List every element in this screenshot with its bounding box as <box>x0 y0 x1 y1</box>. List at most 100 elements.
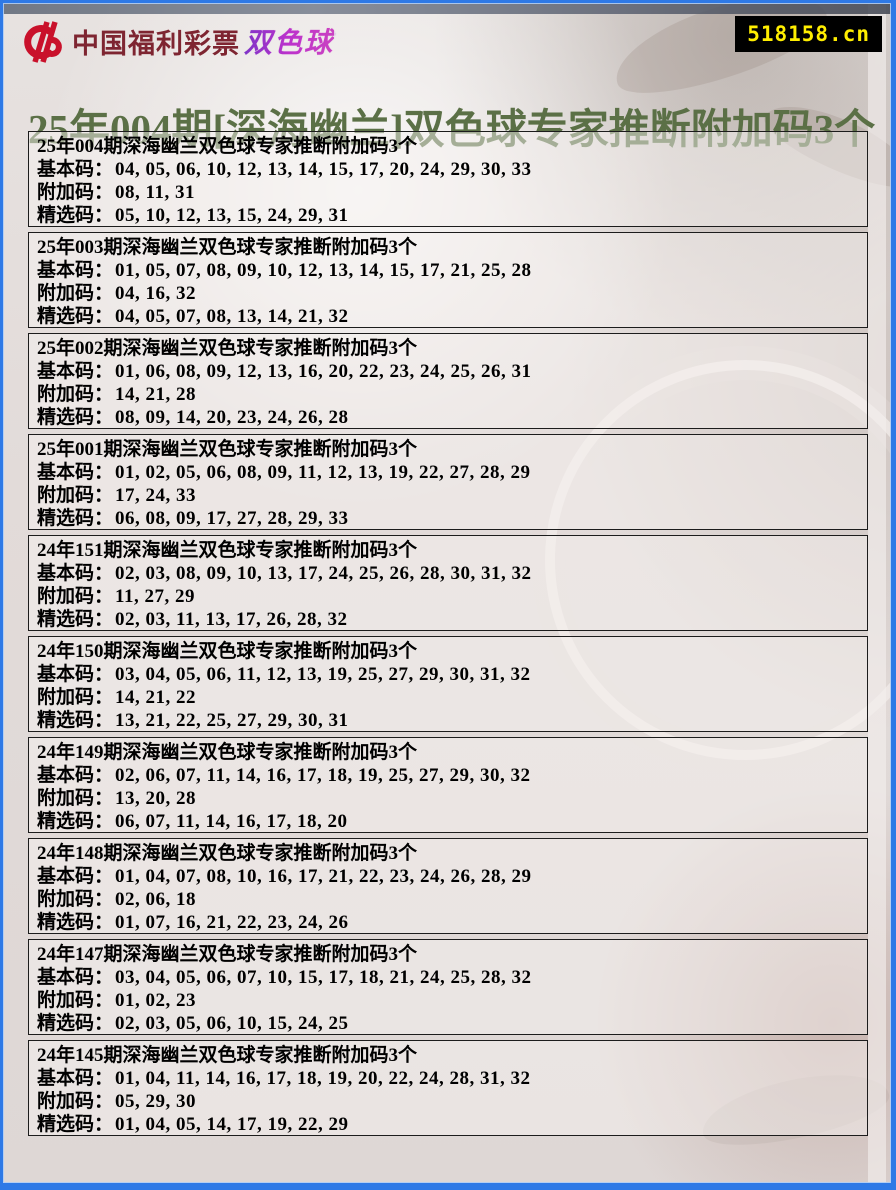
basic-label: 基本码： <box>37 866 114 887</box>
prediction-block: 25年002期深海幽兰双色球专家推断附加码3个 基本码： 01, 06, 08, 0… <box>28 333 868 429</box>
basic-numbers: 01, 04, 11, 14, 16, 17, 18, 19, 20, 22, … <box>115 1068 531 1089</box>
entry-title: 25年004期深海幽兰双色球专家推断附加码3个 <box>37 136 418 157</box>
entry-title: 24年151期深海幽兰双色球专家推断附加码3个 <box>37 540 418 561</box>
addon-label: 附加码： <box>37 384 114 405</box>
entry-addon-line: 附加码： 01, 02, 23 <box>37 989 859 1012</box>
entry-basic-line: 基本码： 01, 05, 07, 08, 09, 10, 12, 13, 14, … <box>37 259 859 282</box>
selected-line: 精选码： 06, 07, 11, 14, 16, 17, 18, 20 <box>37 810 859 832</box>
addon-numbers: 08, 11, 31 <box>115 182 195 203</box>
entry-title: 24年145期深海幽兰双色球专家推断附加码3个 <box>37 1045 418 1066</box>
addon-numbers: 05, 29, 30 <box>115 1091 197 1112</box>
entry-basic-line: 基本码： 01, 04, 11, 14, 16, 17, 18, 19, 20, … <box>37 1067 859 1090</box>
selected-numbers: 08, 09, 14, 20, 23, 24, 26, 28 <box>115 407 349 428</box>
basic-numbers: 03, 04, 05, 06, 11, 12, 13, 19, 25, 27, … <box>115 664 531 685</box>
basic-label: 基本码： <box>37 260 114 281</box>
header: 中国福利彩票 双色球 518158.cn <box>18 14 882 68</box>
selected-line: 精选码： 13, 21, 22, 25, 27, 29, 30, 31 <box>37 709 859 731</box>
prediction-block: 24年147期深海幽兰双色球专家推断附加码3个 基本码： 03, 04, 05, 0… <box>28 939 868 1035</box>
basic-numbers: 04, 05, 06, 10, 12, 13, 14, 15, 17, 20, … <box>115 159 532 180</box>
selected-label: 精选码： <box>37 710 114 731</box>
entry-basic-line: 基本码： 03, 04, 05, 06, 11, 12, 13, 19, 25, … <box>37 663 859 686</box>
china-welfare-lottery-logo-icon <box>18 18 64 64</box>
selected-line: 精选码： 01, 04, 05, 14, 17, 19, 22, 29 <box>37 1113 859 1135</box>
entry-addon-line: 附加码： 08, 11, 31 <box>37 181 859 204</box>
selected-numbers: 01, 07, 16, 21, 22, 23, 24, 26 <box>115 912 349 933</box>
prediction-block: 25年003期深海幽兰双色球专家推断附加码3个 基本码： 01, 05, 07, 0… <box>28 232 868 328</box>
entry-title: 25年002期深海幽兰双色球专家推断附加码3个 <box>37 338 418 359</box>
entry-basic-line: 基本码： 02, 03, 08, 09, 10, 13, 17, 24, 25, … <box>37 562 859 585</box>
selected-label: 精选码： <box>37 306 114 327</box>
entry-title: 24年149期深海幽兰双色球专家推断附加码3个 <box>37 742 418 763</box>
selected-line: 精选码： 02, 03, 05, 06, 10, 15, 24, 25 <box>37 1012 859 1034</box>
selected-numbers: 02, 03, 11, 13, 17, 26, 28, 32 <box>115 609 348 630</box>
prediction-block: 25年004期深海幽兰双色球专家推断附加码3个 基本码： 04, 05, 06, 1… <box>28 131 868 227</box>
selected-numbers: 02, 03, 05, 06, 10, 15, 24, 25 <box>115 1013 349 1034</box>
basic-numbers: 01, 02, 05, 06, 08, 09, 11, 12, 13, 19, … <box>115 462 531 483</box>
selected-label: 精选码： <box>37 1013 114 1034</box>
top-dark-band <box>3 3 891 14</box>
entries: 25年004期深海幽兰双色球专家推断附加码3个 基本码： 04, 05, 06, 1… <box>28 131 868 1141</box>
selected-line: 精选码： 02, 03, 11, 13, 17, 26, 28, 32 <box>37 608 859 630</box>
addon-numbers: 04, 16, 32 <box>115 283 197 304</box>
entry-addon-line: 附加码： 05, 29, 30 <box>37 1090 859 1113</box>
selected-line: 精选码： 06, 08, 09, 17, 27, 28, 29, 33 <box>37 507 859 529</box>
addon-label: 附加码： <box>37 182 114 203</box>
selected-numbers: 13, 21, 22, 25, 27, 29, 30, 31 <box>115 710 349 731</box>
addon-label: 附加码： <box>37 1091 114 1112</box>
entry-title: 24年150期深海幽兰双色球专家推断附加码3个 <box>37 641 418 662</box>
entry-title: 24年147期深海幽兰双色球专家推断附加码3个 <box>37 944 418 965</box>
entry-basic-line: 基本码： 02, 06, 07, 11, 14, 16, 17, 18, 19, … <box>37 764 859 787</box>
basic-label: 基本码： <box>37 563 114 584</box>
prediction-block: 25年001期深海幽兰双色球专家推断附加码3个 基本码： 01, 02, 05, 0… <box>28 434 868 530</box>
entry-title: 25年001期深海幽兰双色球专家推断附加码3个 <box>37 439 418 460</box>
addon-label: 附加码： <box>37 485 114 506</box>
prediction-block: 24年151期深海幽兰双色球专家推断附加码3个 基本码： 02, 03, 08, 0… <box>28 535 868 631</box>
prediction-block: 24年148期深海幽兰双色球专家推断附加码3个 基本码： 01, 04, 07, 0… <box>28 838 868 934</box>
basic-numbers: 02, 06, 07, 11, 14, 16, 17, 18, 19, 25, … <box>115 765 531 786</box>
basic-numbers: 01, 06, 08, 09, 12, 13, 16, 20, 22, 23, … <box>115 361 532 382</box>
addon-label: 附加码： <box>37 990 114 1011</box>
selected-label: 精选码： <box>37 205 114 226</box>
basic-numbers: 02, 03, 08, 09, 10, 13, 17, 24, 25, 26, … <box>115 563 532 584</box>
basic-numbers: 03, 04, 05, 06, 07, 10, 15, 17, 18, 21, … <box>115 967 532 988</box>
basic-label: 基本码： <box>37 159 114 180</box>
selected-label: 精选码： <box>37 407 114 428</box>
prediction-block: 24年150期深海幽兰双色球专家推断附加码3个 基本码： 03, 04, 05, 0… <box>28 636 868 732</box>
selected-numbers: 05, 10, 12, 13, 15, 24, 29, 31 <box>115 205 349 226</box>
entry-basic-line: 基本码： 01, 06, 08, 09, 12, 13, 16, 20, 22, … <box>37 360 859 383</box>
entry-addon-line: 附加码： 02, 06, 18 <box>37 888 859 911</box>
entry-basic-line: 基本码： 03, 04, 05, 06, 07, 10, 15, 17, 18, … <box>37 966 859 989</box>
addon-numbers: 13, 20, 28 <box>115 788 197 809</box>
selected-numbers: 01, 04, 05, 14, 17, 19, 22, 29 <box>115 1114 349 1135</box>
logo-text: 中国福利彩票 <box>72 28 240 59</box>
addon-numbers: 11, 27, 29 <box>115 586 195 607</box>
entry-basic-line: 基本码： 04, 05, 06, 10, 12, 13, 14, 15, 17, … <box>37 158 859 181</box>
selected-line: 精选码： 05, 10, 12, 13, 15, 24, 29, 31 <box>37 204 859 226</box>
selected-label: 精选码： <box>37 609 114 630</box>
entry-title: 25年003期深海幽兰双色球专家推断附加码3个 <box>37 237 418 258</box>
addon-label: 附加码： <box>37 586 114 607</box>
addon-label: 附加码： <box>37 687 114 708</box>
selected-numbers: 06, 08, 09, 17, 27, 28, 29, 33 <box>115 508 349 529</box>
entry-addon-line: 附加码： 14, 21, 22 <box>37 686 859 709</box>
basic-label: 基本码： <box>37 664 114 685</box>
basic-label: 基本码： <box>37 462 114 483</box>
selected-label: 精选码： <box>37 508 114 529</box>
entry-basic-line: 基本码： 01, 04, 07, 08, 10, 16, 17, 21, 22, … <box>37 865 859 888</box>
selected-numbers: 06, 07, 11, 14, 16, 17, 18, 20 <box>115 811 348 832</box>
entry-addon-line: 附加码： 17, 24, 33 <box>37 484 859 507</box>
selected-label: 精选码： <box>37 1114 114 1135</box>
circle-ornament <box>545 360 896 760</box>
basic-numbers: 01, 05, 07, 08, 09, 10, 12, 13, 14, 15, … <box>115 260 532 281</box>
page-title: 25年004期[深海幽兰]双色球专家推断附加码3个 <box>28 106 876 153</box>
addon-label: 附加码： <box>37 283 114 304</box>
addon-numbers: 14, 21, 22 <box>115 687 197 708</box>
prediction-block: 24年149期深海幽兰双色球专家推断附加码3个 基本码： 02, 06, 07, 1… <box>28 737 868 833</box>
basic-label: 基本码： <box>37 765 114 786</box>
selected-line: 精选码： 01, 07, 16, 21, 22, 23, 24, 26 <box>37 911 859 933</box>
selected-numbers: 04, 05, 07, 08, 13, 14, 21, 32 <box>115 306 349 327</box>
background-highlight-strip <box>868 3 886 1183</box>
selected-line: 精选码： 04, 05, 07, 08, 13, 14, 21, 32 <box>37 305 859 327</box>
entry-basic-line: 基本码： 01, 02, 05, 06, 08, 09, 11, 12, 13, … <box>37 461 859 484</box>
selected-label: 精选码： <box>37 811 114 832</box>
